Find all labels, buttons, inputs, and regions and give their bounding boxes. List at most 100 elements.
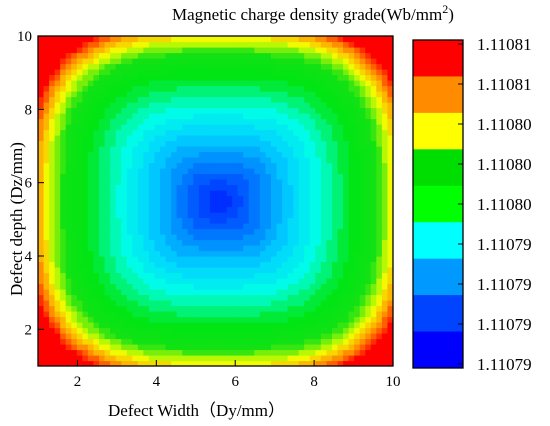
heatmap-cell — [370, 294, 377, 301]
heatmap-cell — [204, 300, 211, 307]
heatmap-cell — [309, 102, 316, 109]
heatmap-cell — [326, 360, 333, 366]
heatmap-cell — [176, 272, 183, 279]
heatmap-cell — [171, 36, 178, 43]
heatmap-cell — [320, 151, 328, 158]
heatmap-cell — [143, 36, 150, 43]
heatmap-cell — [198, 102, 206, 109]
heatmap-cell — [337, 162, 344, 169]
heatmap-cell — [49, 267, 56, 274]
heatmap-cell — [143, 113, 150, 120]
heatmap-cell — [71, 63, 78, 70]
heatmap-cell — [43, 256, 50, 263]
heatmap-cell — [60, 256, 67, 263]
heatmap-cell — [381, 80, 389, 87]
heatmap-cell — [65, 157, 72, 164]
heatmap-cell — [215, 360, 222, 366]
heatmap-cell — [99, 58, 106, 65]
heatmap-cell — [359, 305, 366, 312]
heatmap-cell — [87, 36, 95, 43]
heatmap-cell — [298, 250, 305, 257]
heatmap-cell — [348, 360, 355, 366]
heatmap-cell — [115, 338, 122, 345]
heatmap-cell — [82, 322, 89, 329]
heatmap-cell — [209, 344, 217, 351]
heatmap-cell — [254, 168, 261, 175]
heatmap-cell — [265, 168, 272, 175]
heatmap-cell — [282, 80, 289, 87]
heatmap-cell — [221, 294, 228, 301]
heatmap-cell — [187, 74, 194, 81]
heatmap-cell — [110, 278, 117, 285]
heatmap-cell — [259, 311, 267, 318]
heatmap-cell — [71, 91, 78, 98]
heatmap-cell — [132, 69, 139, 76]
heatmap-cell — [215, 349, 222, 356]
heatmap-cell — [165, 179, 172, 186]
heatmap-cell — [337, 41, 344, 48]
heatmap-cell — [154, 151, 161, 158]
heatmap-cell — [193, 173, 200, 180]
heatmap-cell — [243, 184, 250, 191]
heatmap-cell — [304, 217, 311, 224]
heatmap-cell — [270, 151, 278, 158]
heatmap-cell — [43, 327, 50, 334]
heatmap-cell — [76, 58, 83, 65]
heatmap-cell — [331, 256, 339, 263]
heatmap-cell — [126, 245, 133, 252]
heatmap-cell — [248, 206, 255, 213]
heatmap-cell — [381, 52, 389, 59]
heatmap-cell — [276, 107, 283, 114]
heatmap-cell — [143, 52, 150, 59]
heatmap-cell — [182, 344, 189, 351]
heatmap-cell — [43, 85, 50, 92]
heatmap-cell — [93, 85, 100, 92]
heatmap-cell — [298, 316, 305, 323]
heatmap-cell — [82, 47, 89, 54]
heatmap-cell — [165, 212, 172, 219]
heatmap-cell — [270, 206, 278, 213]
heatmap-cell — [326, 157, 333, 164]
heatmap-cell — [110, 201, 117, 208]
heatmap-cell — [309, 355, 316, 362]
heatmap-cell — [337, 113, 344, 120]
heatmap-cell — [215, 107, 222, 114]
heatmap-cell — [282, 135, 289, 142]
heatmap-cell — [193, 74, 200, 81]
heatmap-cell — [82, 190, 89, 197]
colorbar-block — [413, 185, 463, 223]
heatmap-cell — [171, 333, 178, 340]
heatmap-cell — [49, 85, 56, 92]
heatmap-cell — [137, 135, 144, 142]
heatmap-cell — [148, 305, 156, 312]
heatmap-cell — [165, 311, 172, 318]
heatmap-cell — [370, 179, 377, 186]
heatmap-cell — [38, 173, 45, 180]
heatmap-cell — [354, 63, 361, 70]
heatmap-cell — [226, 151, 233, 158]
heatmap-cell — [365, 333, 372, 340]
heatmap-cell — [60, 91, 67, 98]
heatmap-cell — [248, 96, 255, 103]
heatmap-cell — [99, 289, 106, 296]
heatmap-cell — [370, 113, 377, 120]
heatmap-cell — [370, 344, 377, 351]
heatmap-cell — [320, 157, 328, 164]
heatmap-cell — [248, 74, 255, 81]
heatmap-cell — [381, 63, 389, 70]
heatmap-cell — [226, 300, 233, 307]
heatmap-cell — [221, 41, 228, 48]
heatmap-cell — [49, 195, 56, 202]
heatmap-cell — [49, 74, 56, 81]
heatmap-cell — [354, 162, 361, 169]
heatmap-cell — [270, 36, 278, 43]
heatmap-cell — [209, 217, 217, 224]
heatmap-cell — [270, 305, 278, 312]
heatmap-cell — [259, 151, 267, 158]
heatmap-cell — [343, 118, 350, 125]
heatmap-cell — [82, 157, 89, 164]
heatmap-cell — [65, 135, 72, 142]
y-tick-label: 8 — [25, 102, 33, 118]
heatmap-cell — [143, 85, 150, 92]
heatmap-cell — [204, 278, 211, 285]
